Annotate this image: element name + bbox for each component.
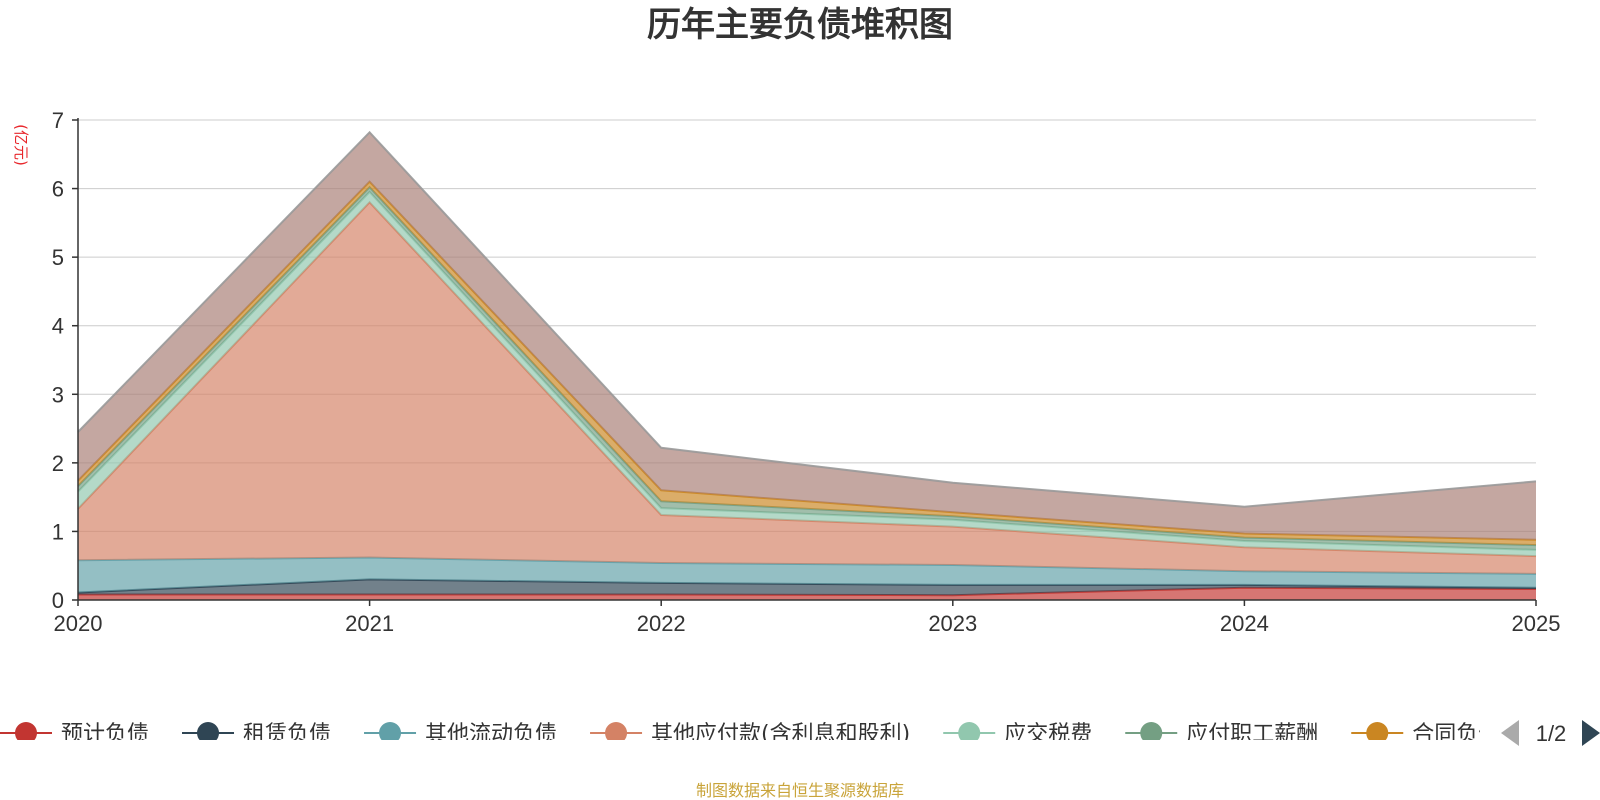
- legend-prev-page-icon[interactable]: [1501, 720, 1519, 746]
- chart-title: 历年主要负债堆积图: [647, 5, 953, 45]
- x-axis-tick-labels: 2020 2021 2022 2023 2024 2025: [54, 611, 1561, 636]
- y-tick-label-0: 0: [52, 588, 64, 613]
- legend-item-5[interactable]: 应付职工薪酬: [1125, 722, 1318, 747]
- y-tick-label-7: 7: [52, 108, 64, 133]
- x-tick-label-2024: 2024: [1220, 611, 1269, 636]
- legend-label: 其他流动负债: [425, 722, 557, 747]
- y-axis-unit-label: (亿元): [12, 124, 30, 166]
- legend-item-0[interactable]: 预计负债: [0, 722, 149, 747]
- legend-item-1[interactable]: 租赁负债: [182, 722, 331, 747]
- x-tick-label-2025: 2025: [1512, 611, 1561, 636]
- y-tick-label-2: 2: [52, 451, 64, 476]
- data-source-note: 制图数据来自恒生聚源数据库: [696, 781, 904, 800]
- legend-label: 租赁负债: [243, 722, 331, 747]
- area-series-0: [78, 587, 1536, 600]
- legend-marker-icon: [1140, 722, 1163, 740]
- area-series-2: [78, 557, 1536, 593]
- legend-marker-icon: [197, 722, 220, 740]
- x-tick-label-2022: 2022: [637, 611, 686, 636]
- legend-item-2[interactable]: 其他流动负债: [364, 722, 557, 747]
- area-line-7: [77, 130, 1537, 508]
- legend-label: 合同负债: [1412, 722, 1500, 747]
- y-axis-tick-labels: 0 1 2 3 4 5 6 7: [52, 108, 64, 613]
- x-tick-label-2020: 2020: [54, 611, 103, 636]
- y-tick-label-6: 6: [52, 177, 64, 202]
- area-series-group: [77, 130, 1537, 600]
- legend-label: 预计负债: [61, 722, 149, 747]
- y-tick-label-4: 4: [52, 314, 64, 339]
- legend-marker-icon: [605, 722, 628, 740]
- legend: 预计负债 租赁负债 其他流动负债 其他应付款(含利息和股利) 应交税费 应付职工薪酬 合同负…: [0, 722, 1500, 747]
- area-series-3: [78, 202, 1536, 574]
- y-tick-label-3: 3: [52, 382, 64, 407]
- axes: [72, 118, 1537, 606]
- area-series-7: [78, 132, 1536, 540]
- legend-marker-icon: [1366, 722, 1389, 740]
- legend-label: 其他应付款(含利息和股利): [651, 722, 910, 747]
- x-tick-label-2023: 2023: [928, 611, 977, 636]
- legend-next-page-icon[interactable]: [1582, 720, 1600, 746]
- legend-item-6[interactable]: 合同负债: [1351, 722, 1500, 747]
- legend-page-indicator: 1/2: [1536, 721, 1567, 746]
- legend-label: 应付职工薪酬: [1186, 722, 1318, 747]
- legend-item-3[interactable]: 其他应付款(含利息和股利): [590, 722, 910, 747]
- legend-pager: 1/2: [1501, 720, 1600, 746]
- legend-marker-icon: [15, 722, 37, 740]
- area-series-1: [78, 579, 1536, 596]
- legend-label: 应交税费: [1004, 722, 1092, 747]
- legend-marker-icon: [958, 722, 981, 740]
- legend-marker-icon: [379, 722, 402, 740]
- x-tick-label-2021: 2021: [345, 611, 394, 636]
- legend-item-4[interactable]: 应交税费: [943, 722, 1092, 747]
- y-tick-label-5: 5: [52, 245, 64, 270]
- y-tick-label-1: 1: [52, 519, 64, 544]
